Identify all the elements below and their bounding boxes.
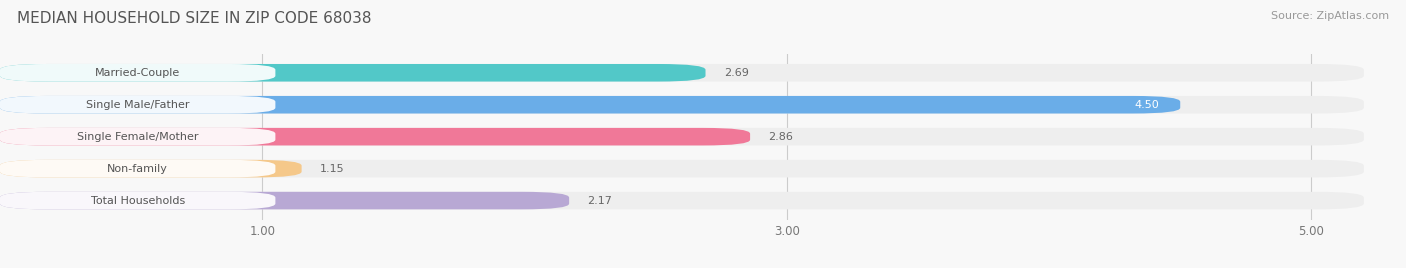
Text: 2.17: 2.17 bbox=[588, 196, 613, 206]
FancyBboxPatch shape bbox=[0, 128, 276, 146]
Text: Single Female/Mother: Single Female/Mother bbox=[77, 132, 198, 142]
Text: 4.50: 4.50 bbox=[1135, 100, 1159, 110]
FancyBboxPatch shape bbox=[0, 128, 1364, 146]
Text: MEDIAN HOUSEHOLD SIZE IN ZIP CODE 68038: MEDIAN HOUSEHOLD SIZE IN ZIP CODE 68038 bbox=[17, 11, 371, 26]
FancyBboxPatch shape bbox=[0, 64, 706, 81]
Text: Single Male/Father: Single Male/Father bbox=[86, 100, 190, 110]
FancyBboxPatch shape bbox=[0, 192, 1364, 209]
Text: 1.15: 1.15 bbox=[321, 164, 344, 174]
FancyBboxPatch shape bbox=[0, 192, 276, 209]
FancyBboxPatch shape bbox=[0, 96, 276, 114]
FancyBboxPatch shape bbox=[0, 96, 1180, 114]
Text: Married-Couple: Married-Couple bbox=[96, 68, 180, 78]
Text: Source: ZipAtlas.com: Source: ZipAtlas.com bbox=[1271, 11, 1389, 21]
Text: Non-family: Non-family bbox=[107, 164, 169, 174]
FancyBboxPatch shape bbox=[0, 160, 302, 177]
FancyBboxPatch shape bbox=[0, 96, 1364, 114]
Text: 2.86: 2.86 bbox=[769, 132, 793, 142]
FancyBboxPatch shape bbox=[0, 160, 1364, 177]
FancyBboxPatch shape bbox=[0, 128, 749, 146]
FancyBboxPatch shape bbox=[0, 64, 1364, 81]
FancyBboxPatch shape bbox=[0, 64, 276, 81]
FancyBboxPatch shape bbox=[0, 192, 569, 209]
Text: Total Households: Total Households bbox=[90, 196, 184, 206]
FancyBboxPatch shape bbox=[0, 160, 276, 177]
Text: 2.69: 2.69 bbox=[724, 68, 749, 78]
